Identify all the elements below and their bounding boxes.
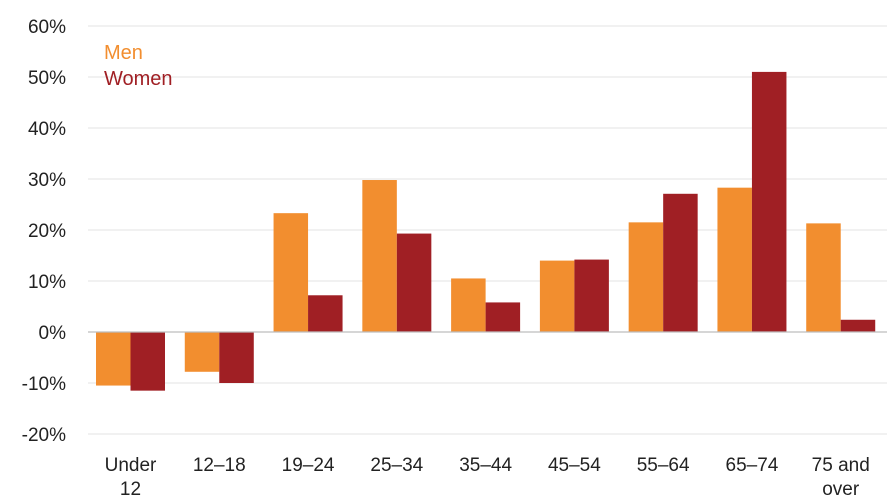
bar-men bbox=[717, 187, 752, 332]
x-tick-label: Under 12 bbox=[105, 455, 157, 499]
bar-women bbox=[663, 193, 698, 332]
x-tick-label: 12–18 bbox=[193, 455, 246, 476]
bar-men bbox=[806, 223, 841, 332]
y-axis: 60% 50% 40% 30% 20% 10% 0% -10% -20% bbox=[22, 17, 66, 446]
bar-women bbox=[751, 71, 787, 333]
x-tick-label: 25–34 bbox=[370, 455, 423, 476]
bar-men bbox=[628, 222, 664, 332]
bar-men bbox=[451, 278, 486, 332]
bar-women bbox=[219, 332, 254, 383]
bars bbox=[96, 71, 876, 391]
y-tick-label: -10% bbox=[22, 374, 66, 395]
x-tick-label: 35–44 bbox=[459, 455, 512, 476]
y-tick-label: 30% bbox=[28, 170, 66, 191]
y-tick-label: 60% bbox=[28, 17, 66, 38]
bar-women bbox=[130, 332, 165, 391]
y-tick-label: 20% bbox=[28, 221, 66, 242]
x-tick-label: 45–54 bbox=[548, 455, 601, 476]
x-tick-label: 19–24 bbox=[282, 455, 335, 476]
x-tick-label: 55–64 bbox=[637, 455, 690, 476]
x-tick-label: 65–74 bbox=[726, 455, 779, 476]
y-tick-label: 10% bbox=[28, 272, 66, 293]
y-tick-label: -20% bbox=[22, 425, 66, 446]
legend-item-men: Men bbox=[104, 42, 143, 64]
y-tick-label: 0% bbox=[39, 323, 67, 344]
bar-women bbox=[308, 295, 343, 332]
y-tick-label: 40% bbox=[28, 119, 66, 140]
bar-men bbox=[539, 260, 575, 332]
x-tick-label: 75 and over bbox=[812, 455, 870, 499]
legend-item-women: Women bbox=[104, 68, 173, 90]
bar-women bbox=[485, 302, 521, 332]
bar-women bbox=[396, 233, 432, 332]
x-axis: Under 12 12–18 19–24 25–34 35–44 45–54 55–64 65–… bbox=[105, 455, 870, 499]
bar-women bbox=[840, 319, 876, 332]
bar-men bbox=[96, 332, 131, 386]
y-tick-label: 50% bbox=[28, 68, 66, 89]
bar-women bbox=[574, 259, 609, 332]
bar-men bbox=[362, 180, 397, 332]
bar-men bbox=[273, 213, 309, 332]
bar-men bbox=[184, 332, 220, 372]
legend: Men Women bbox=[104, 42, 173, 90]
